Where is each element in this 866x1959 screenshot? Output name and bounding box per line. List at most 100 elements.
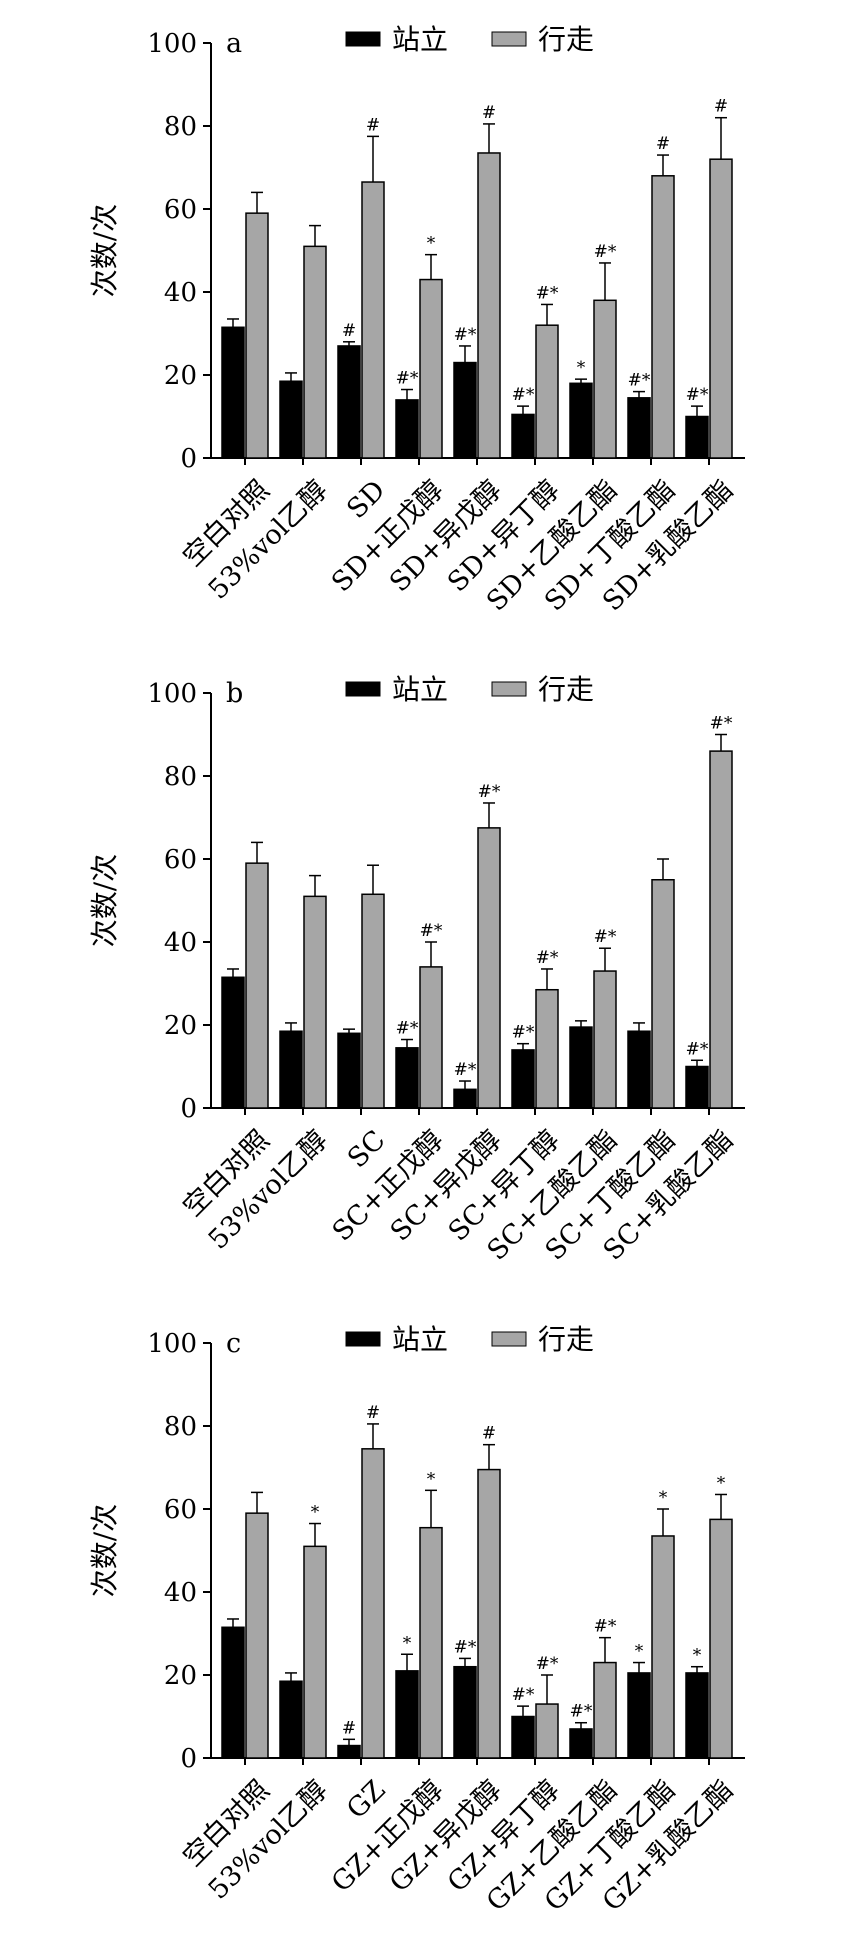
- significance-marker: #: [342, 321, 356, 341]
- bar-standing: [337, 1032, 361, 1109]
- significance-marker: *: [635, 1642, 644, 1662]
- bar-standing: [627, 1030, 651, 1109]
- legend-label-standing: 站立: [392, 1323, 448, 1356]
- bar-walking: [477, 827, 501, 1109]
- bar-standing: [395, 1047, 419, 1109]
- significance-marker: #*: [594, 1617, 617, 1637]
- bar-walking: [245, 862, 269, 1109]
- bar-walking: [593, 1661, 617, 1759]
- y-axis-label: 次数/次: [88, 204, 121, 297]
- y-tick-label: 80: [164, 762, 197, 792]
- y-axis-label: 次数/次: [88, 1504, 121, 1597]
- bar-standing: [279, 1680, 303, 1759]
- bar-walking: [593, 299, 617, 459]
- significance-marker: *: [577, 358, 586, 378]
- bar-walking: [245, 1512, 269, 1759]
- bar-standing: [511, 1715, 535, 1759]
- bar-standing: [511, 1049, 535, 1109]
- legend-swatch-walking: [491, 681, 527, 697]
- bar-walking: [361, 181, 385, 459]
- significance-marker: #*: [512, 1023, 535, 1043]
- significance-marker: *: [403, 1633, 412, 1653]
- y-tick-label: 20: [164, 1011, 197, 1041]
- bar-walking: [303, 1545, 327, 1759]
- legend-swatch-walking: [491, 31, 527, 47]
- significance-marker: #*: [454, 1060, 477, 1080]
- bar-standing: [221, 976, 245, 1109]
- panel-label: c: [226, 1328, 241, 1359]
- y-tick-label: 40: [164, 928, 197, 958]
- bar-standing: [221, 1626, 245, 1759]
- legend-swatch-walking: [491, 1331, 527, 1347]
- y-tick-label: 100: [147, 29, 197, 59]
- significance-marker: #*: [594, 242, 617, 262]
- bar-standing: [569, 1728, 593, 1759]
- significance-marker: #: [366, 115, 380, 135]
- legend-label-standing: 站立: [392, 673, 448, 706]
- bar-walking: [709, 750, 733, 1109]
- y-tick-label: 20: [164, 1661, 197, 1691]
- bar-standing: [395, 399, 419, 459]
- significance-marker: #*: [594, 927, 617, 947]
- significance-marker: #*: [454, 325, 477, 345]
- bar-walking: [651, 879, 675, 1109]
- panel-label: a: [226, 28, 242, 59]
- significance-marker: #*: [536, 1654, 559, 1674]
- bar-standing: [569, 382, 593, 459]
- y-tick-label: 40: [164, 278, 197, 308]
- bar-walking: [245, 212, 269, 459]
- significance-marker: #*: [628, 371, 651, 391]
- bar-walking: [535, 324, 559, 459]
- legend-label-walking: 行走: [538, 23, 594, 56]
- legend-swatch-standing: [345, 681, 381, 697]
- y-tick-label: 80: [164, 112, 197, 142]
- significance-marker: #: [482, 1424, 496, 1444]
- bar-standing: [627, 1672, 651, 1759]
- y-tick-label: 80: [164, 1412, 197, 1442]
- bar-standing: [279, 1030, 303, 1109]
- bar-walking: [477, 1468, 501, 1759]
- significance-marker: #*: [686, 385, 709, 405]
- significance-marker: #*: [686, 1039, 709, 1059]
- bar-walking: [419, 278, 443, 459]
- y-tick-label: 60: [164, 1495, 197, 1525]
- y-axis-label: 次数/次: [88, 854, 121, 947]
- bar-standing: [453, 1665, 477, 1759]
- significance-marker: #: [656, 134, 670, 154]
- significance-marker: #*: [478, 782, 501, 802]
- significance-marker: #*: [536, 948, 559, 968]
- significance-marker: #*: [396, 1019, 419, 1039]
- bar-walking: [419, 966, 443, 1109]
- y-tick-label: 60: [164, 195, 197, 225]
- legend-label-walking: 行走: [538, 673, 594, 706]
- bar-standing: [627, 397, 651, 459]
- significance-marker: #*: [710, 714, 733, 734]
- significance-marker: #: [714, 97, 728, 117]
- bar-standing: [511, 413, 535, 459]
- significance-marker: #*: [420, 921, 443, 941]
- bar-walking: [303, 895, 327, 1109]
- bar-walking: [535, 988, 559, 1109]
- significance-marker: #: [342, 1718, 356, 1738]
- bar-walking: [651, 175, 675, 459]
- bar-walking: [651, 1535, 675, 1759]
- bar-walking: [709, 1518, 733, 1759]
- significance-marker: *: [717, 1473, 726, 1493]
- y-tick-label: 20: [164, 361, 197, 391]
- legend-swatch-standing: [345, 1331, 381, 1347]
- y-tick-label: 60: [164, 845, 197, 875]
- bar-standing: [279, 380, 303, 459]
- bar-standing: [337, 1744, 361, 1759]
- panel-label: b: [226, 678, 243, 709]
- y-tick-label: 0: [180, 1744, 197, 1774]
- bar-standing: [395, 1670, 419, 1759]
- bar-walking: [535, 1703, 559, 1759]
- legend-swatch-standing: [345, 31, 381, 47]
- significance-marker: #*: [512, 385, 535, 405]
- y-tick-label: 100: [147, 679, 197, 709]
